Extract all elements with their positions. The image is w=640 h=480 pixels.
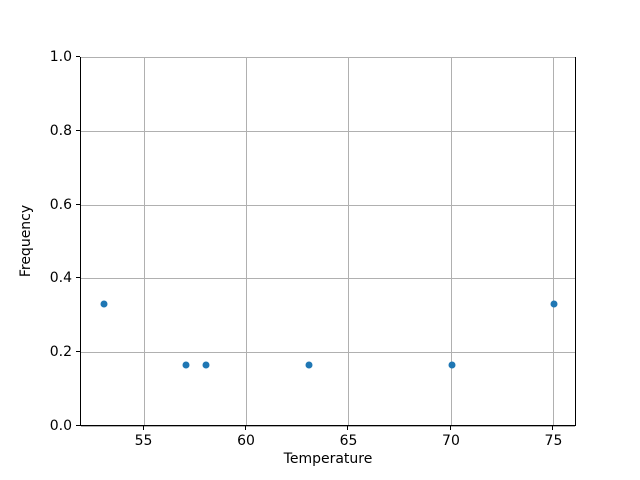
- x-tick-mark: [449, 426, 451, 430]
- y-gridline: [81, 204, 575, 206]
- y-gridline: [81, 426, 575, 427]
- y-tick-mark: [76, 351, 80, 353]
- data-point: [100, 300, 108, 308]
- data-point: [182, 361, 190, 369]
- y-gridline: [81, 57, 575, 58]
- x-tick-mark: [245, 426, 247, 430]
- x-tick-mark: [552, 426, 554, 430]
- x-gridline: [348, 58, 350, 425]
- y-tick-label: 0.2: [49, 344, 72, 361]
- data-point: [305, 361, 312, 369]
- y-tick-label: 0.0: [49, 418, 72, 434]
- x-gridline: [143, 58, 145, 425]
- x-tick-label: 60: [237, 433, 255, 449]
- y-gridline: [81, 278, 575, 280]
- plot-area: [80, 57, 576, 427]
- x-gridline: [246, 58, 248, 425]
- y-tick-label: 0.8: [49, 122, 72, 139]
- x-axis-label: Temperature: [283, 451, 373, 467]
- x-tick-label: 75: [544, 433, 563, 449]
- y-tick-mark: [76, 203, 80, 205]
- y-gridline: [81, 130, 575, 132]
- y-axis-label: Frequency: [18, 204, 34, 278]
- data-point: [202, 361, 210, 369]
- x-tick-label: 70: [442, 433, 460, 449]
- y-tick-label: 0.6: [49, 196, 72, 213]
- x-gridline: [553, 58, 555, 425]
- x-tick-label: 65: [339, 433, 358, 449]
- y-tick-mark: [76, 425, 80, 426]
- y-tick-mark: [76, 277, 80, 279]
- y-tick-label: 0.4: [49, 270, 72, 287]
- y-tick-mark: [76, 129, 80, 131]
- x-tick-mark: [347, 426, 349, 430]
- data-point: [550, 300, 558, 308]
- x-tick-label: 55: [134, 433, 153, 449]
- x-tick-mark: [142, 426, 144, 430]
- y-gridline: [81, 352, 575, 354]
- x-gridline: [450, 58, 452, 425]
- y-tick-mark: [76, 56, 80, 57]
- y-tick-label: 1.0: [49, 49, 72, 65]
- data-point: [448, 361, 456, 369]
